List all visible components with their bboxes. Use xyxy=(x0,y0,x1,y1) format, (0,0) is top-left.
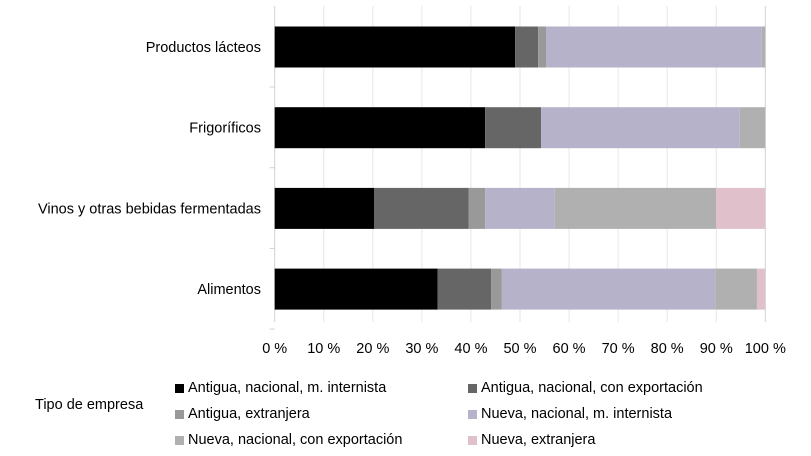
x-tick-label: 0 % xyxy=(262,341,287,357)
bar-segment xyxy=(715,268,757,310)
bar-segment xyxy=(538,26,547,68)
legend-item: Antigua, nacional, con exportación xyxy=(468,380,703,396)
bar-segment xyxy=(501,268,716,310)
bar-segment xyxy=(274,268,438,310)
legend-swatch xyxy=(175,435,184,445)
legend-swatch xyxy=(468,409,477,419)
x-tick-label: 100 % xyxy=(745,341,786,357)
bar-segment xyxy=(761,26,766,68)
legend-item: Nueva, nacional, m. internista xyxy=(468,406,672,422)
plot-area: 0 % 10 % 20 % 30 % 40 % 50 % 60 % 70 % 80 % 90 % 1… xyxy=(38,6,786,357)
y-tick-label: Productos lácteos xyxy=(146,40,261,56)
x-tick-label: 30 % xyxy=(405,341,438,357)
legend-label: Antigua, nacional, con exportación xyxy=(481,380,703,396)
legend-item: Nueva, nacional, con exportación xyxy=(175,432,402,448)
bar-segment xyxy=(716,187,766,229)
bar-segment xyxy=(554,187,717,229)
x-tick-label: 90 % xyxy=(700,341,733,357)
x-tick-label: 70 % xyxy=(602,341,635,357)
legend-label: Antigua, nacional, m. internista xyxy=(188,380,387,396)
bar-segment xyxy=(541,107,740,149)
legend-swatch xyxy=(468,435,477,445)
legend-label: Nueva, nacional, m. internista xyxy=(481,406,673,422)
x-tick-label: 50 % xyxy=(503,341,536,357)
x-tick-label: 60 % xyxy=(553,341,586,357)
legend-label: Nueva, extranjera xyxy=(481,432,596,448)
legend-swatch xyxy=(175,383,184,393)
x-tick-label: 10 % xyxy=(307,341,340,357)
legend-label: Nueva, nacional, con exportación xyxy=(188,432,403,448)
x-tick-label: 20 % xyxy=(356,341,389,357)
legend-title: Tipo de empresa xyxy=(35,397,144,413)
y-tick-label: Vinos y otras bebidas fermentadas xyxy=(38,201,261,217)
bar-segment xyxy=(546,26,762,68)
bar-segment xyxy=(515,26,539,68)
bar-segment xyxy=(485,107,542,149)
legend-label: Antigua, extranjera xyxy=(188,406,310,422)
bar-segment xyxy=(756,268,766,310)
bar-segment xyxy=(274,187,375,229)
y-tick-label: Frigoríficos xyxy=(189,121,261,137)
bar-segment xyxy=(485,187,555,229)
bar-segment xyxy=(274,26,516,68)
legend-swatch xyxy=(175,409,184,419)
bar-segment xyxy=(274,107,486,149)
bar-segment xyxy=(437,268,492,310)
y-tick-label: Alimentos xyxy=(197,282,261,298)
bar-segment xyxy=(491,268,502,310)
legend-item: Antigua, nacional, m. internista xyxy=(175,380,386,396)
bar-segment xyxy=(374,187,469,229)
x-tick-label: 40 % xyxy=(454,341,487,357)
bar-segment xyxy=(468,187,486,229)
bar-segment xyxy=(739,107,766,149)
legend-item: Nueva, extranjera xyxy=(468,432,595,448)
legend-item: Antigua, extranjera xyxy=(175,406,310,422)
x-tick-label: 80 % xyxy=(651,341,684,357)
legend-swatch xyxy=(468,383,477,393)
